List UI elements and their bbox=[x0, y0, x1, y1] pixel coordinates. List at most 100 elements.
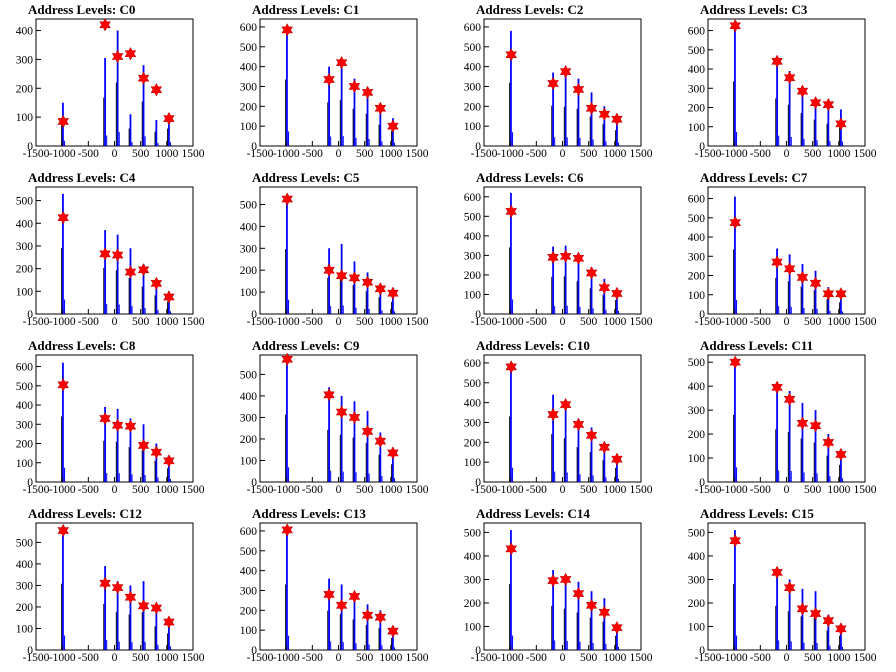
x-tick-label: 1500 bbox=[854, 148, 877, 160]
y-tick-label: 0 bbox=[251, 645, 257, 657]
x-tick-label: 1000 bbox=[155, 484, 178, 496]
red-star-marker bbox=[809, 418, 822, 433]
red-star-marker bbox=[111, 418, 124, 432]
red-star-marker bbox=[163, 111, 175, 126]
subplot-6: Address Levels: C6 0 100 200 300 400 500 600 -15… bbox=[464, 170, 653, 328]
y-tick-label: 100 bbox=[240, 287, 258, 299]
red-star-marker bbox=[361, 275, 374, 289]
x-tick-label: -1500 bbox=[471, 484, 498, 496]
red-star-marker bbox=[374, 434, 387, 448]
y-tick-label: 0 bbox=[251, 477, 257, 489]
x-tick-label: 0 bbox=[336, 484, 342, 496]
red-star-marker bbox=[323, 388, 335, 402]
x-tick-label: 500 bbox=[804, 652, 822, 664]
red-star-marker bbox=[348, 410, 361, 425]
x-tick-label: 1000 bbox=[379, 484, 402, 496]
red-star-marker bbox=[335, 268, 348, 283]
red-star-marker bbox=[374, 282, 387, 296]
y-tick-label: 500 bbox=[464, 42, 482, 54]
y-tick-label: 200 bbox=[688, 598, 706, 610]
y-tick-label: 0 bbox=[27, 309, 33, 321]
x-tick-label: 1000 bbox=[827, 484, 850, 496]
red-star-marker bbox=[505, 360, 518, 374]
red-star-marker bbox=[796, 416, 809, 431]
y-tick-label: 100 bbox=[688, 453, 706, 465]
red-star-marker bbox=[387, 446, 399, 460]
x-tick-label: 500 bbox=[580, 148, 598, 160]
y-tick-label: 500 bbox=[464, 378, 482, 390]
x-tick-label: -1500 bbox=[23, 652, 50, 664]
x-tick-label: 0 bbox=[336, 316, 342, 328]
red-star-marker bbox=[281, 23, 294, 37]
x-tick-label: -500 bbox=[78, 652, 99, 664]
x-tick-label: 1500 bbox=[630, 652, 653, 664]
red-star-marker bbox=[281, 523, 294, 537]
y-tick-label: 0 bbox=[475, 141, 481, 153]
red-star-marker bbox=[505, 542, 518, 556]
subplot-0: Address Levels: C0 0 100 200 300 400 -1500 -100… bbox=[16, 2, 205, 160]
x-tick-label: 0 bbox=[560, 316, 566, 328]
x-tick-label: 500 bbox=[804, 316, 822, 328]
y-tick-label: 400 bbox=[688, 551, 706, 563]
red-star-marker bbox=[374, 610, 387, 625]
red-star-marker bbox=[572, 417, 585, 432]
x-tick-label: -1000 bbox=[721, 148, 748, 160]
red-star-marker bbox=[124, 419, 137, 433]
x-tick-label: 1500 bbox=[630, 148, 653, 160]
y-tick-label: 200 bbox=[688, 429, 706, 441]
x-tick-label: 0 bbox=[784, 652, 790, 664]
red-star-marker bbox=[835, 622, 847, 636]
subplot-14: Address Levels: C14 0 100 200 300 400 500 -1500… bbox=[464, 506, 653, 664]
x-tick-label: -1500 bbox=[471, 148, 498, 160]
y-tick-label: 0 bbox=[699, 141, 705, 153]
x-tick-label: 1500 bbox=[630, 316, 653, 328]
x-tick-label: -1000 bbox=[721, 316, 748, 328]
subplot-title: Address Levels: C5 bbox=[252, 170, 360, 185]
x-tick-label: 1000 bbox=[827, 652, 850, 664]
red-star-marker bbox=[57, 114, 70, 129]
x-tick-label: -500 bbox=[750, 148, 771, 160]
y-tick-label: 600 bbox=[464, 358, 482, 370]
red-star-marker bbox=[611, 452, 623, 466]
y-tick-label: 100 bbox=[688, 290, 706, 302]
subplot-title: Address Levels: C10 bbox=[476, 338, 590, 353]
red-star-marker bbox=[611, 620, 623, 635]
subplot-3: Address Levels: C3 0 100 200 300 400 500 600 -15… bbox=[688, 2, 877, 160]
y-tick-label: 100 bbox=[16, 112, 34, 124]
x-tick-label: -1000 bbox=[497, 148, 524, 160]
red-star-marker bbox=[361, 424, 374, 439]
x-tick-label: 1500 bbox=[630, 484, 653, 496]
y-tick-label: 500 bbox=[464, 211, 482, 223]
red-star-marker bbox=[796, 270, 809, 285]
red-star-marker bbox=[572, 586, 585, 601]
y-tick-label: 100 bbox=[16, 286, 34, 298]
subplot-title: Address Levels: C14 bbox=[476, 506, 590, 521]
red-star-marker bbox=[124, 590, 137, 604]
y-tick-label: 500 bbox=[240, 200, 258, 212]
red-star-marker bbox=[559, 64, 572, 79]
x-tick-label: -500 bbox=[750, 652, 771, 664]
x-tick-label: -1500 bbox=[247, 652, 274, 664]
red-star-marker bbox=[57, 378, 70, 392]
y-tick-label: 200 bbox=[464, 437, 482, 449]
red-star-marker bbox=[99, 576, 111, 591]
y-tick-label: 0 bbox=[251, 309, 257, 321]
y-tick-label: 200 bbox=[464, 598, 482, 610]
subplot-title: Address Levels: C13 bbox=[252, 506, 366, 521]
y-tick-label: 200 bbox=[464, 270, 482, 282]
y-tick-label: 0 bbox=[699, 309, 705, 321]
red-star-marker bbox=[137, 263, 150, 277]
red-star-marker bbox=[335, 55, 348, 70]
red-star-marker bbox=[729, 355, 742, 369]
x-tick-label: -1500 bbox=[23, 484, 50, 496]
y-tick-label: 200 bbox=[240, 265, 258, 277]
y-tick-label: 200 bbox=[464, 101, 482, 113]
x-tick-label: 1500 bbox=[182, 484, 205, 496]
red-star-marker bbox=[783, 262, 796, 276]
y-tick-label: 200 bbox=[688, 271, 706, 283]
subplot-title: Address Levels: C1 bbox=[252, 2, 359, 17]
x-tick-label: 1500 bbox=[182, 148, 205, 160]
y-tick-label: 400 bbox=[16, 400, 34, 412]
x-tick-label: 500 bbox=[132, 484, 150, 496]
y-tick-label: 200 bbox=[16, 83, 34, 95]
